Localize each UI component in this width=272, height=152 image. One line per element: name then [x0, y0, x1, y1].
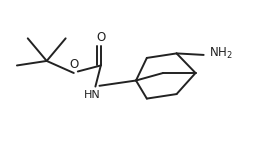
- Text: O: O: [96, 31, 106, 44]
- Text: O: O: [69, 58, 78, 71]
- Text: HN: HN: [84, 90, 101, 100]
- Text: NH$_2$: NH$_2$: [209, 46, 233, 61]
